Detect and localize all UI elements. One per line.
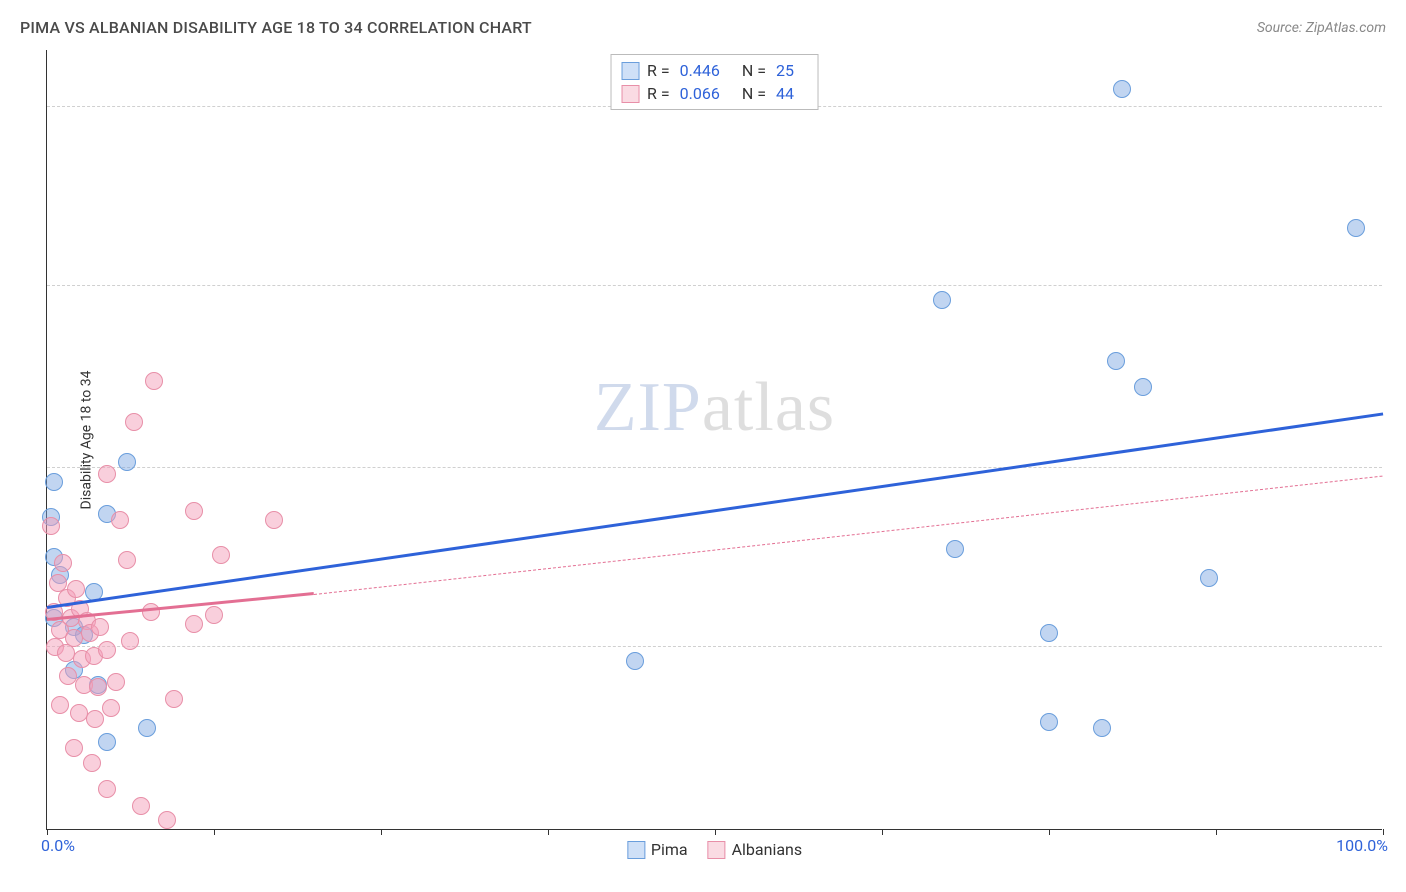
x-tick (548, 829, 549, 835)
stats-legend: R =0.446N =25R =0.066N =44 (610, 54, 819, 110)
data-point (1347, 219, 1365, 237)
data-point (65, 739, 83, 757)
x-tick (214, 829, 215, 835)
x-tick (715, 829, 716, 835)
series-legend-label: Albanians (732, 840, 803, 859)
gridline (47, 467, 1382, 468)
scatter-plot: Disability Age 18 to 34 ZIPatlas R =0.44… (46, 50, 1382, 830)
data-point (83, 754, 101, 772)
data-point (98, 465, 116, 483)
legend-swatch (621, 62, 639, 80)
y-tick-label: 18.8% (1389, 262, 1406, 278)
data-point (54, 554, 72, 572)
x-tick (381, 829, 382, 835)
data-point (138, 719, 156, 737)
data-point (265, 511, 283, 529)
x-tick (882, 829, 883, 835)
watermark: ZIPatlas (594, 368, 835, 448)
data-point (118, 453, 136, 471)
data-point (158, 811, 176, 829)
x-axis-min-label: 0.0% (41, 836, 75, 855)
data-point (1200, 569, 1218, 587)
chart-title: PIMA VS ALBANIAN DISABILITY AGE 18 TO 34… (20, 18, 532, 37)
series-legend-item: Pima (627, 840, 688, 859)
legend-swatch (621, 85, 639, 103)
data-point (121, 632, 139, 650)
data-point (118, 551, 136, 569)
data-point (45, 473, 63, 491)
data-point (132, 797, 150, 815)
x-tick (1383, 829, 1384, 835)
stats-legend-row: R =0.446N =25 (621, 59, 808, 82)
x-tick (1216, 829, 1217, 835)
data-point (205, 606, 223, 624)
data-point (51, 696, 69, 714)
series-legend: Pima Albanians (627, 840, 802, 859)
data-point (98, 733, 116, 751)
data-point (98, 780, 116, 798)
y-tick-label: 12.5% (1389, 444, 1406, 460)
y-tick-label: 6.3% (1389, 623, 1406, 639)
data-point (185, 615, 203, 633)
data-point (86, 710, 104, 728)
data-point (1040, 713, 1058, 731)
data-point (933, 291, 951, 309)
data-point (107, 673, 125, 691)
data-point (42, 517, 60, 535)
x-tick (47, 829, 48, 835)
data-point (145, 372, 163, 390)
series-legend-item: Albanians (708, 840, 803, 859)
gridline (47, 285, 1382, 286)
data-point (102, 699, 120, 717)
data-point (1107, 352, 1125, 370)
data-point (1040, 624, 1058, 642)
data-point (165, 690, 183, 708)
legend-swatch (708, 841, 726, 859)
data-point (98, 641, 116, 659)
data-point (67, 580, 85, 598)
data-point (626, 652, 644, 670)
data-point (125, 413, 143, 431)
data-point (946, 540, 964, 558)
chart-header: PIMA VS ALBANIAN DISABILITY AGE 18 TO 34… (20, 18, 1386, 37)
data-point (111, 511, 129, 529)
data-point (1093, 719, 1111, 737)
gridline (47, 646, 1382, 647)
chart-source: Source: ZipAtlas.com (1257, 20, 1386, 36)
data-point (185, 502, 203, 520)
data-point (91, 618, 109, 636)
data-point (89, 678, 107, 696)
y-axis-title: Disability Age 18 to 34 (78, 370, 94, 509)
trend-line (47, 413, 1383, 610)
x-axis-max-label: 100.0% (1336, 836, 1388, 855)
x-tick (1049, 829, 1050, 835)
series-legend-label: Pima (651, 840, 688, 859)
y-tick-label: 25.0% (1389, 83, 1406, 99)
stats-legend-row: R =0.066N =44 (621, 82, 808, 105)
data-point (212, 546, 230, 564)
legend-swatch (627, 841, 645, 859)
data-point (1113, 80, 1131, 98)
data-point (142, 603, 160, 621)
data-point (1134, 378, 1152, 396)
trend-line (314, 476, 1383, 595)
